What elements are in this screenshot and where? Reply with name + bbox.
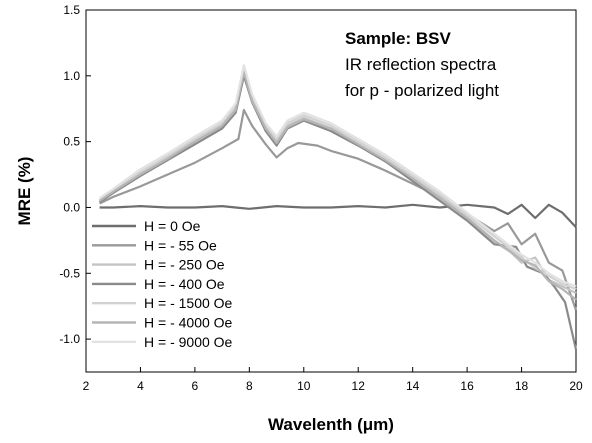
x-tick-label: 20 [569,379,583,393]
x-tick-label: 6 [192,379,199,393]
y-tick-label: 0.0 [63,200,80,214]
y-tick-label: 1.5 [63,3,80,17]
x-tick-label: 16 [460,379,474,393]
annotation-polarization: for p - polarized light [345,81,499,100]
y-axis-title: MRE (%) [15,157,34,226]
x-tick-label: 14 [406,379,420,393]
x-axis-title: Wavelenth (μm) [268,415,394,434]
annotation-spectra: IR reflection spectra [345,55,497,74]
legend-label: H = - 9000 Oe [144,334,233,350]
x-tick-label: 4 [137,379,144,393]
legend-label: H = - 55 Oe [144,237,217,253]
x-tick-label: 18 [515,379,529,393]
annotation-sample: Sample: BSV [345,29,451,48]
legend-label: H = - 4000 Oe [144,315,233,331]
legend-label: H = 0 Oe [144,218,201,234]
x-tick-label: 8 [246,379,253,393]
y-tick-label: 0.5 [63,135,80,149]
axis-ticks: 2 4 6 8 10 12 14 16 18 20 1.5 1.0 0.5 0.0 -0.5 -1.0 [59,3,583,393]
y-tick-label: -1.0 [59,332,80,346]
x-tick-label: 12 [352,379,366,393]
y-tick-label: -0.5 [59,266,80,280]
x-tick-label: 2 [83,379,90,393]
legend-label: H = - 1500 Oe [144,295,233,311]
x-tick-label: 10 [297,379,311,393]
legend-label: H = - 400 Oe [144,276,225,292]
legend: H = 0 Oe H = - 55 Oe H = - 250 Oe H = - 400… [92,218,233,350]
legend-label: H = - 250 Oe [144,257,225,273]
y-tick-label: 1.0 [63,69,80,83]
